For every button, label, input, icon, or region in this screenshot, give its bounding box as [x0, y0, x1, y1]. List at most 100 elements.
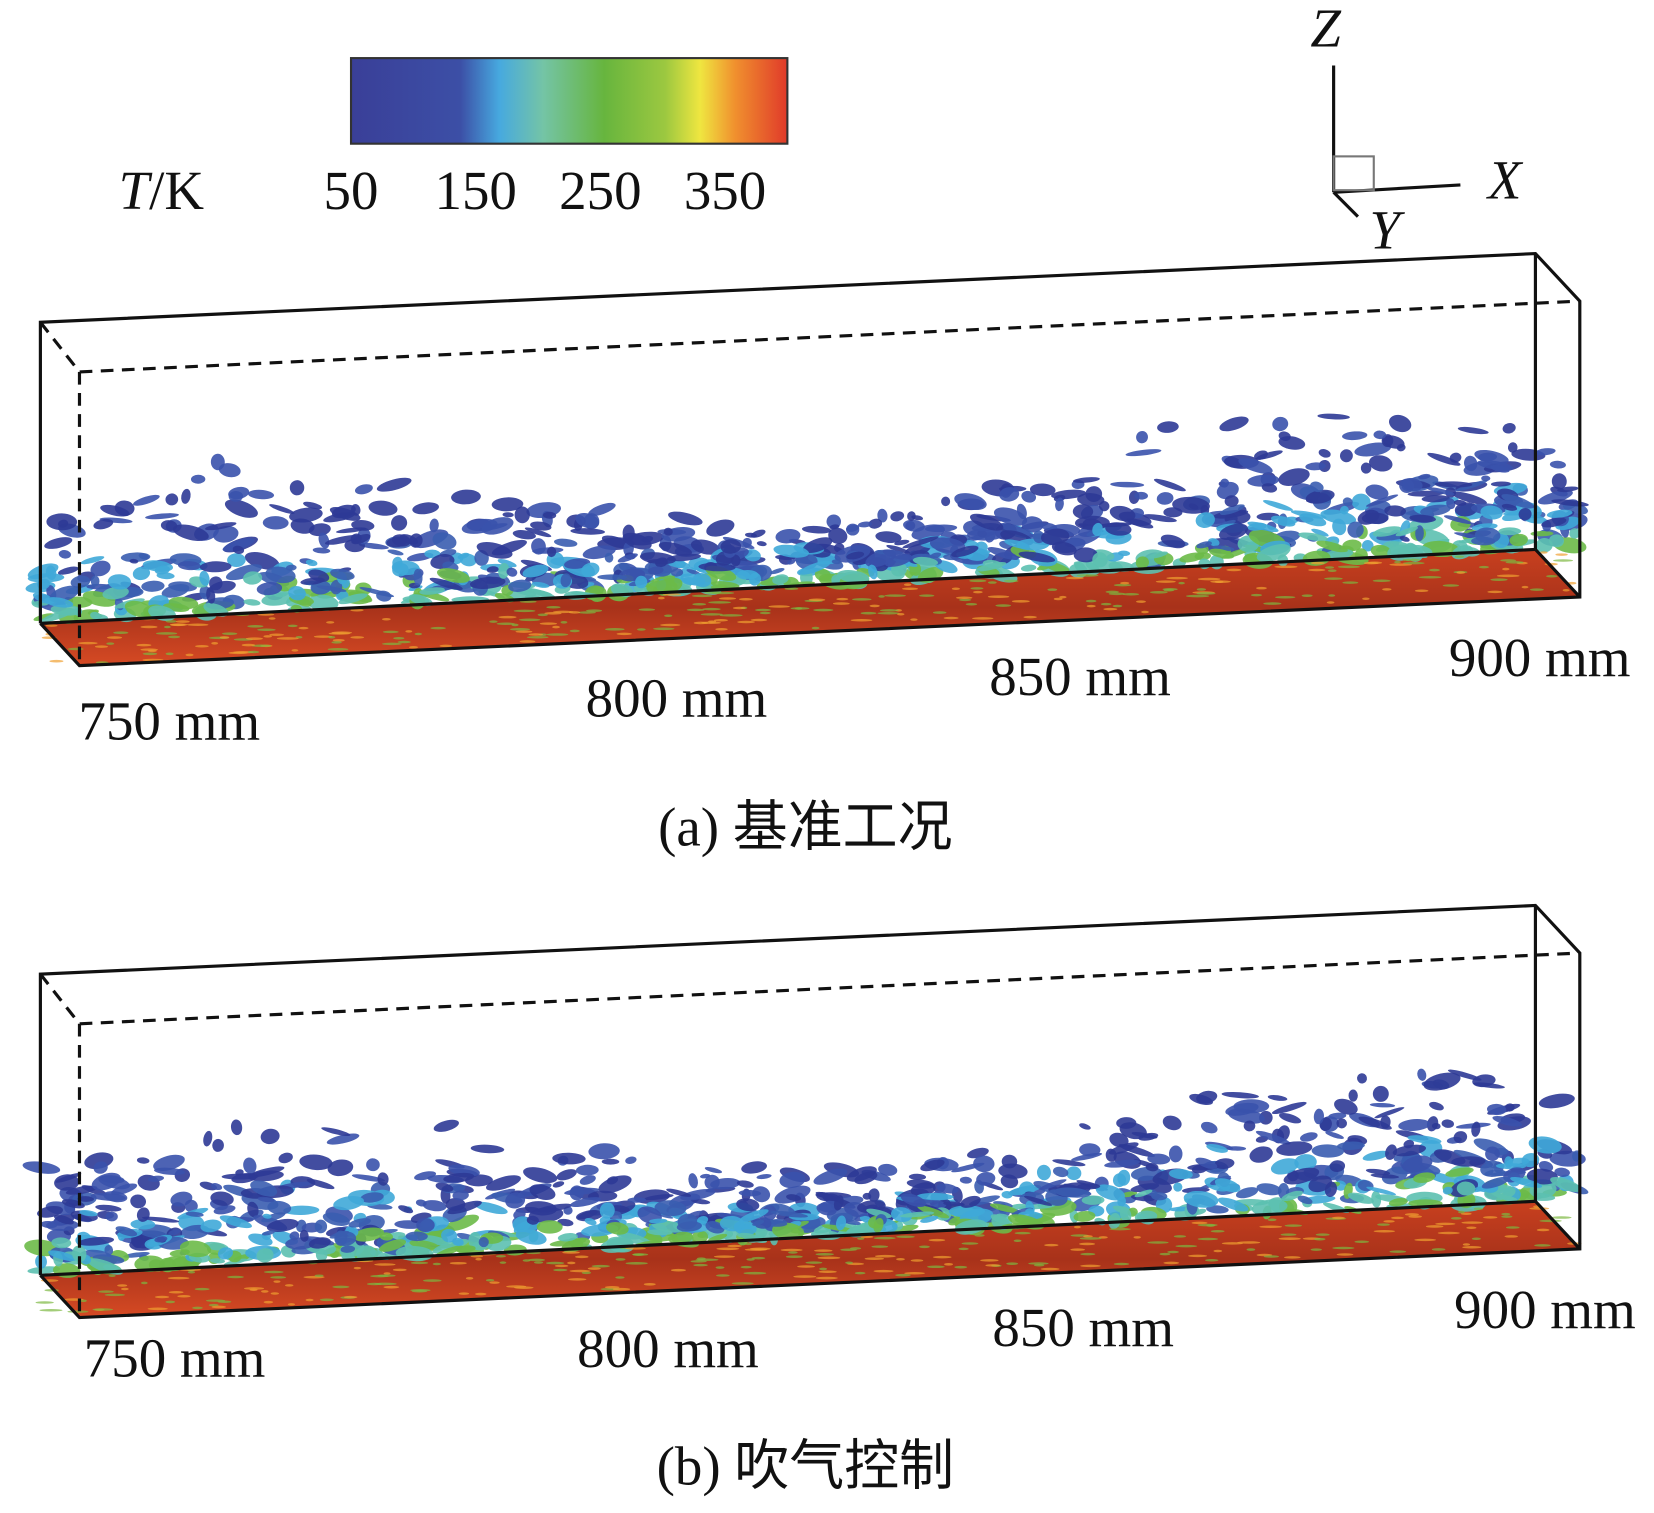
floor-streak [995, 604, 1012, 607]
flow-structure [1216, 481, 1239, 500]
floor-streak [169, 623, 188, 626]
flow-structure [473, 1201, 508, 1215]
floor-streak [1539, 1219, 1562, 1223]
floor-streak [1079, 1237, 1102, 1240]
floor-streak [45, 624, 58, 627]
flow-structure [1079, 1143, 1101, 1157]
flow-structure [338, 593, 368, 605]
flow-structure [147, 1175, 164, 1182]
floor-streak [1332, 1246, 1355, 1250]
flow-structure [588, 502, 616, 517]
floor-streak [1389, 1250, 1407, 1253]
floor-streak [268, 617, 276, 620]
flow-structure [1505, 1157, 1530, 1167]
flow-structure [104, 1244, 114, 1256]
floor-streak [104, 1293, 125, 1297]
flow-structure [285, 1237, 316, 1250]
flow-structure [210, 1191, 234, 1206]
position-label: 900 mm [1449, 627, 1631, 688]
flow-structure [1290, 510, 1327, 519]
floor-streak [1504, 1235, 1518, 1238]
flow-structure [443, 1172, 475, 1183]
flow-structure [260, 1128, 280, 1145]
floor-streak [319, 1298, 334, 1302]
flow-structure [1334, 1098, 1358, 1115]
flow-structure [1036, 1164, 1051, 1181]
floor-streak [1500, 559, 1517, 562]
flow-structure [327, 1159, 354, 1177]
flow-structure [262, 1213, 272, 1219]
floor-streak [1555, 553, 1568, 556]
flow-structure [1255, 1130, 1291, 1145]
floor-streak [1196, 588, 1207, 591]
flow-structure [1051, 541, 1077, 556]
caption: (b) 吹气控制 [657, 1435, 955, 1496]
flow-structure [1456, 1181, 1476, 1196]
flow-structure [1348, 1089, 1358, 1102]
flow-structure [1109, 1132, 1129, 1148]
floor-streak [788, 1251, 798, 1254]
flow-structure [941, 496, 951, 507]
floor-streak [1109, 1227, 1131, 1231]
flow-structure [688, 1173, 698, 1189]
floor-streak [1462, 1243, 1471, 1246]
floor-streak [1275, 595, 1296, 599]
floor-streak [1040, 1267, 1060, 1271]
floor-streak [270, 1292, 280, 1295]
floor-streak [205, 1299, 226, 1302]
flow-structure [706, 519, 735, 537]
flow-structure [739, 1209, 769, 1223]
flow-structure [1085, 486, 1103, 502]
flow-structure [124, 600, 152, 618]
flow-structure [1168, 1145, 1183, 1163]
flow-structure [1040, 522, 1058, 531]
floor-streak [850, 618, 873, 622]
floor-streak [927, 1265, 945, 1269]
floor-streak [405, 630, 413, 633]
flow-structure [1550, 1176, 1582, 1192]
flow-structure [1372, 1085, 1389, 1102]
floor-streak [1070, 1248, 1086, 1251]
flow-structure [773, 544, 810, 558]
flow-structure [1395, 526, 1418, 537]
floor-streak [951, 587, 960, 590]
flow-structure [1283, 1167, 1320, 1185]
floor-streak [155, 632, 178, 635]
flow-structure [1305, 462, 1326, 471]
flow-structure [1551, 473, 1567, 490]
floor-streak [1263, 1255, 1279, 1258]
floor-streak [743, 1271, 767, 1275]
flow-structure [179, 1240, 212, 1258]
flow-structure [1385, 1144, 1397, 1160]
floor-streak [1259, 1225, 1283, 1229]
flow-structure [209, 1258, 226, 1264]
floor-streak [740, 1265, 752, 1269]
flow-structure [1195, 1157, 1218, 1169]
flow-structure [243, 571, 263, 585]
flow-structure [1081, 1195, 1105, 1205]
floor-streak [903, 583, 912, 586]
floor-streak [1328, 594, 1336, 597]
floor-streak [185, 653, 194, 657]
flow-structure [312, 547, 331, 554]
floor-streak [664, 614, 673, 618]
flow-structure [890, 1207, 913, 1223]
flow-structure [1255, 450, 1283, 460]
floor-streak [1313, 1237, 1326, 1241]
floor-streak [1023, 615, 1037, 619]
flow-structure [1055, 497, 1064, 512]
flow-structure [598, 1175, 632, 1194]
flow-structure [1243, 1120, 1256, 1132]
floor-streak [1457, 1210, 1465, 1214]
flow-structure [1317, 413, 1350, 420]
flow-structure [243, 599, 261, 606]
floor-streak [1310, 1248, 1322, 1251]
flow-structure [1453, 1131, 1468, 1144]
flow-structure [862, 1192, 872, 1200]
flow-structure [710, 1178, 741, 1190]
flow-structure [1219, 416, 1249, 432]
flow-structure [1020, 564, 1037, 572]
flow-structure [1279, 1113, 1302, 1124]
flow-structure [1404, 542, 1416, 552]
